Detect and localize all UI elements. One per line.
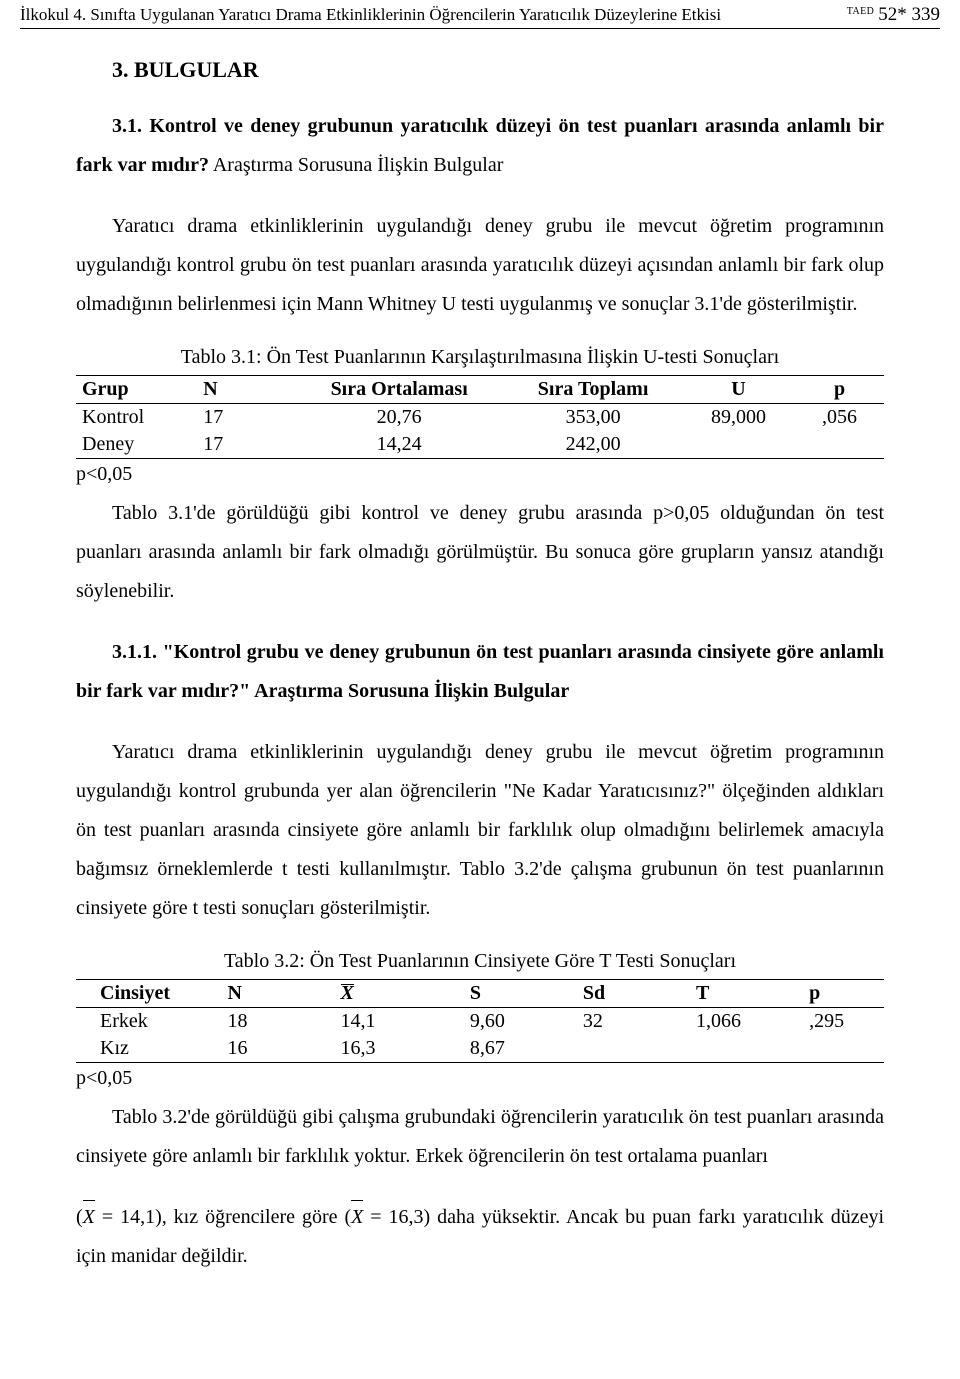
table-3-1: Grup N Sıra Ortalaması Sıra Toplamı U p …: [76, 375, 884, 459]
xbar-symbol: X: [83, 1198, 95, 1237]
cell: 16: [221, 1035, 334, 1063]
cell: 18: [221, 1008, 334, 1036]
col-n: N: [197, 376, 294, 404]
table-3-1-pnote: p<0,05: [76, 463, 884, 486]
paren-open: (: [76, 1206, 83, 1228]
table-header-row: Cinsiyet N X S Sd T p: [76, 980, 884, 1008]
cell: 242,00: [504, 431, 682, 459]
cell: 8,67: [464, 1035, 577, 1063]
table-3-2-pnote: p<0,05: [76, 1067, 884, 1090]
cell: [682, 431, 795, 459]
cell: 32: [577, 1008, 690, 1036]
cell: 353,00: [504, 404, 682, 432]
cell: 14,24: [294, 431, 504, 459]
running-right: TAED 52* 339: [847, 4, 940, 26]
table-row: Kontrol 17 20,76 353,00 89,000 ,056: [76, 404, 884, 432]
xbar-symbol: X: [351, 1198, 363, 1237]
cell: Erkek: [76, 1008, 221, 1036]
cell: 17: [197, 431, 294, 459]
table-3-1-caption: Tablo 3.1: Ön Test Puanlarının Karşılaşt…: [76, 346, 884, 369]
journal-abbr: TAED: [847, 6, 874, 17]
table-3-2-caption: Tablo 3.2: Ön Test Puanlarının Cinsiyete…: [76, 950, 884, 973]
cell: [803, 1035, 884, 1063]
cell: ,295: [803, 1008, 884, 1036]
paragraph-after-t2a: Tablo 3.2'de görüldüğü gibi çalışma grub…: [76, 1098, 884, 1176]
col-t: T: [690, 980, 803, 1008]
paragraph-after-t2b: (X = 14,1), kız öğrencilere göre (X = 16…: [76, 1198, 884, 1276]
cell: Kontrol: [76, 404, 197, 432]
cell: Deney: [76, 431, 197, 459]
col-n: N: [221, 980, 334, 1008]
col-xbar: X: [335, 980, 464, 1008]
question-3-1-tail: Araştırma Sorusuna İlişkin Bulgular: [209, 154, 503, 176]
content-area: 3. BULGULAR 3.1. Kontrol ve deney grubun…: [20, 57, 940, 1276]
cell: [577, 1035, 690, 1063]
cell: 1,066: [690, 1008, 803, 1036]
question-3-1-1: 3.1.1. "Kontrol grubu ve deney grubunun …: [76, 633, 884, 711]
cell: 20,76: [294, 404, 504, 432]
running-title: İlkokul 4. Sınıfta Uygulanan Yaratıcı Dr…: [20, 5, 847, 25]
question-3-1-1-bold: 3.1.1. "Kontrol grubu ve deney grubunun …: [76, 641, 884, 702]
col-grup: Grup: [76, 376, 197, 404]
question-3-1: 3.1. Kontrol ve deney grubunun yaratıcıl…: [76, 107, 884, 185]
table-header-row: Grup N Sıra Ortalaması Sıra Toplamı U p: [76, 376, 884, 404]
cell: [690, 1035, 803, 1063]
cell: 16,3: [335, 1035, 464, 1063]
cell: ,056: [795, 404, 884, 432]
section-heading: 3. BULGULAR: [112, 57, 884, 83]
paragraph-after-t1: Tablo 3.1'de görüldüğü gibi kontrol ve d…: [76, 494, 884, 611]
seg-eq1: = 14,1), kız öğrencilere göre (: [95, 1206, 351, 1228]
col-s: S: [464, 980, 577, 1008]
cell: 14,1: [335, 1008, 464, 1036]
col-u: U: [682, 376, 795, 404]
table-row: Erkek 18 14,1 9,60 32 1,066 ,295: [76, 1008, 884, 1036]
table-row: Deney 17 14,24 242,00: [76, 431, 884, 459]
col-cinsiyet: Cinsiyet: [76, 980, 221, 1008]
page: İlkokul 4. Sınıfta Uygulanan Yaratıcı Dr…: [0, 0, 960, 1379]
col-p: p: [803, 980, 884, 1008]
col-sira-ort: Sıra Ortalaması: [294, 376, 504, 404]
paragraph-q11-body: Yaratıcı drama etkinliklerinin uygulandı…: [76, 733, 884, 928]
cell: Kız: [76, 1035, 221, 1063]
paragraph-q1-body: Yaratıcı drama etkinliklerinin uygulandı…: [76, 207, 884, 324]
cell: [795, 431, 884, 459]
running-header: İlkokul 4. Sınıfta Uygulanan Yaratıcı Dr…: [20, 0, 940, 29]
issue-page-number: 52* 339: [878, 4, 940, 26]
cell: 89,000: [682, 404, 795, 432]
col-sd: Sd: [577, 980, 690, 1008]
table-3-2: Cinsiyet N X S Sd T p Erkek 18 14,1 9,60…: [76, 979, 884, 1063]
col-p: p: [795, 376, 884, 404]
col-sira-top: Sıra Toplamı: [504, 376, 682, 404]
cell: 9,60: [464, 1008, 577, 1036]
cell: 17: [197, 404, 294, 432]
table-row: Kız 16 16,3 8,67: [76, 1035, 884, 1063]
